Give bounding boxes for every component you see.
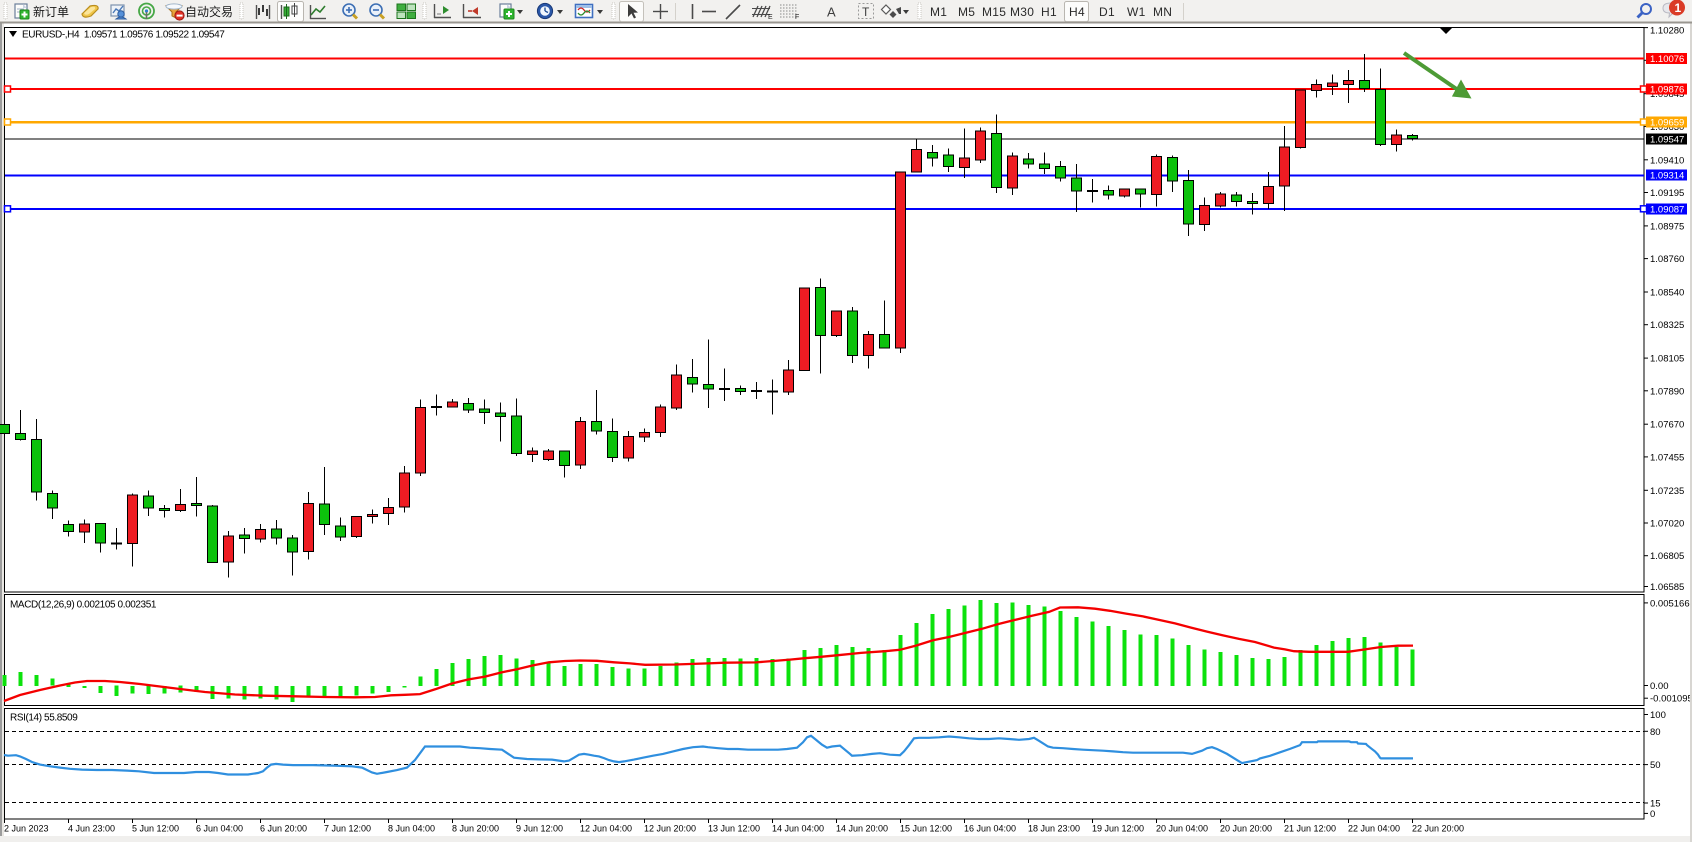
svg-text:16 Jun 04:00: 16 Jun 04:00 — [964, 824, 1016, 834]
svg-text:4 Jun 23:00: 4 Jun 23:00 — [68, 824, 115, 834]
svg-text:RSI(14) 55.8509: RSI(14) 55.8509 — [10, 713, 78, 724]
svg-text:9 Jun 12:00: 9 Jun 12:00 — [516, 824, 563, 834]
svg-text:6 Jun 04:00: 6 Jun 04:00 — [196, 824, 243, 834]
svg-text:1.09195: 1.09195 — [1650, 188, 1684, 199]
svg-text:1.09314: 1.09314 — [1650, 171, 1684, 182]
svg-text:EURUSD-,H4 1.09571 1.09576 1.: EURUSD-,H4 1.09571 1.09576 1.09522 1.095… — [22, 30, 225, 41]
svg-text:14 Jun 20:00: 14 Jun 20:00 — [836, 824, 888, 834]
svg-text:M30: M30 — [1010, 5, 1034, 19]
svg-text:M1: M1 — [930, 5, 947, 19]
svg-text:1.08760: 1.08760 — [1650, 254, 1684, 265]
svg-text:D1: D1 — [1099, 5, 1115, 19]
svg-text:M15: M15 — [982, 5, 1006, 19]
svg-text:1.08325: 1.08325 — [1650, 320, 1684, 331]
svg-text:M5: M5 — [958, 5, 975, 19]
svg-text:15 Jun 12:00: 15 Jun 12:00 — [900, 824, 952, 834]
svg-text:1.08975: 1.08975 — [1650, 221, 1684, 232]
svg-text:1.07890: 1.07890 — [1650, 386, 1684, 397]
svg-text:14 Jun 04:00: 14 Jun 04:00 — [772, 824, 824, 834]
svg-text:22 Jun 04:00: 22 Jun 04:00 — [1348, 824, 1400, 834]
svg-text:A: A — [827, 5, 836, 20]
svg-text:H1: H1 — [1041, 5, 1057, 19]
svg-text:1.09845: 1.09845 — [1650, 89, 1684, 100]
svg-text:80: 80 — [1650, 727, 1661, 738]
svg-text:12 Jun 20:00: 12 Jun 20:00 — [644, 824, 696, 834]
svg-text:1.09547: 1.09547 — [1650, 135, 1684, 146]
svg-text:1.08105: 1.08105 — [1650, 354, 1684, 365]
svg-text:8 Jun 04:00: 8 Jun 04:00 — [388, 824, 435, 834]
svg-text:20 Jun 04:00: 20 Jun 04:00 — [1156, 824, 1208, 834]
svg-text:1.07670: 1.07670 — [1650, 420, 1684, 431]
svg-text:T: T — [862, 5, 870, 19]
svg-text:1.07235: 1.07235 — [1650, 486, 1684, 497]
svg-text:7 Jun 12:00: 7 Jun 12:00 — [324, 824, 371, 834]
svg-text:0.00: 0.00 — [1650, 681, 1669, 692]
svg-text:5 Jun 12:00: 5 Jun 12:00 — [132, 824, 179, 834]
svg-text:自动交易: 自动交易 — [185, 4, 233, 19]
svg-text:0: 0 — [1650, 809, 1655, 820]
svg-text:6 Jun 20:00: 6 Jun 20:00 — [260, 824, 307, 834]
svg-text:新订单: 新订单 — [33, 4, 69, 19]
svg-text:19 Jun 12:00: 19 Jun 12:00 — [1092, 824, 1144, 834]
svg-text:W1: W1 — [1127, 5, 1146, 19]
svg-text:1.09659: 1.09659 — [1650, 118, 1684, 129]
svg-text:13 Jun 12:00: 13 Jun 12:00 — [708, 824, 760, 834]
svg-text:1.09876: 1.09876 — [1650, 85, 1684, 96]
svg-text:15: 15 — [1650, 799, 1661, 810]
svg-text:MACD(12,26,9) 0.002105 0.00235: MACD(12,26,9) 0.002105 0.002351 — [10, 600, 157, 611]
svg-text:12 Jun 04:00: 12 Jun 04:00 — [580, 824, 632, 834]
svg-text:1.06585: 1.06585 — [1650, 582, 1684, 593]
svg-text:-0.001095: -0.001095 — [1650, 694, 1692, 705]
svg-text:21 Jun 12:00: 21 Jun 12:00 — [1284, 824, 1336, 834]
svg-text:H4: H4 — [1069, 5, 1085, 19]
svg-text:50: 50 — [1650, 760, 1661, 771]
svg-text:1.06805: 1.06805 — [1650, 551, 1684, 562]
svg-text:22 Jun 20:00: 22 Jun 20:00 — [1412, 824, 1464, 834]
svg-text:18 Jun 23:00: 18 Jun 23:00 — [1028, 824, 1080, 834]
svg-text:1.10280: 1.10280 — [1650, 26, 1684, 37]
svg-text:20 Jun 20:00: 20 Jun 20:00 — [1220, 824, 1272, 834]
svg-text:1.07455: 1.07455 — [1650, 452, 1684, 463]
svg-text:2 Jun 2023: 2 Jun 2023 — [4, 824, 49, 834]
svg-text:1.10076: 1.10076 — [1650, 54, 1684, 65]
svg-text:MN: MN — [1153, 5, 1172, 19]
svg-text:1: 1 — [1675, 1, 1682, 15]
svg-text:1.07020: 1.07020 — [1650, 519, 1684, 530]
svg-text:0.005166: 0.005166 — [1650, 598, 1690, 609]
svg-text:1.09087: 1.09087 — [1650, 204, 1684, 215]
svg-text:100: 100 — [1650, 710, 1666, 721]
svg-text:F: F — [795, 14, 799, 21]
svg-text:1.08540: 1.08540 — [1650, 288, 1684, 299]
svg-text:E: E — [768, 14, 773, 21]
svg-text:1.09410: 1.09410 — [1650, 155, 1684, 166]
svg-text:8 Jun 20:00: 8 Jun 20:00 — [452, 824, 499, 834]
